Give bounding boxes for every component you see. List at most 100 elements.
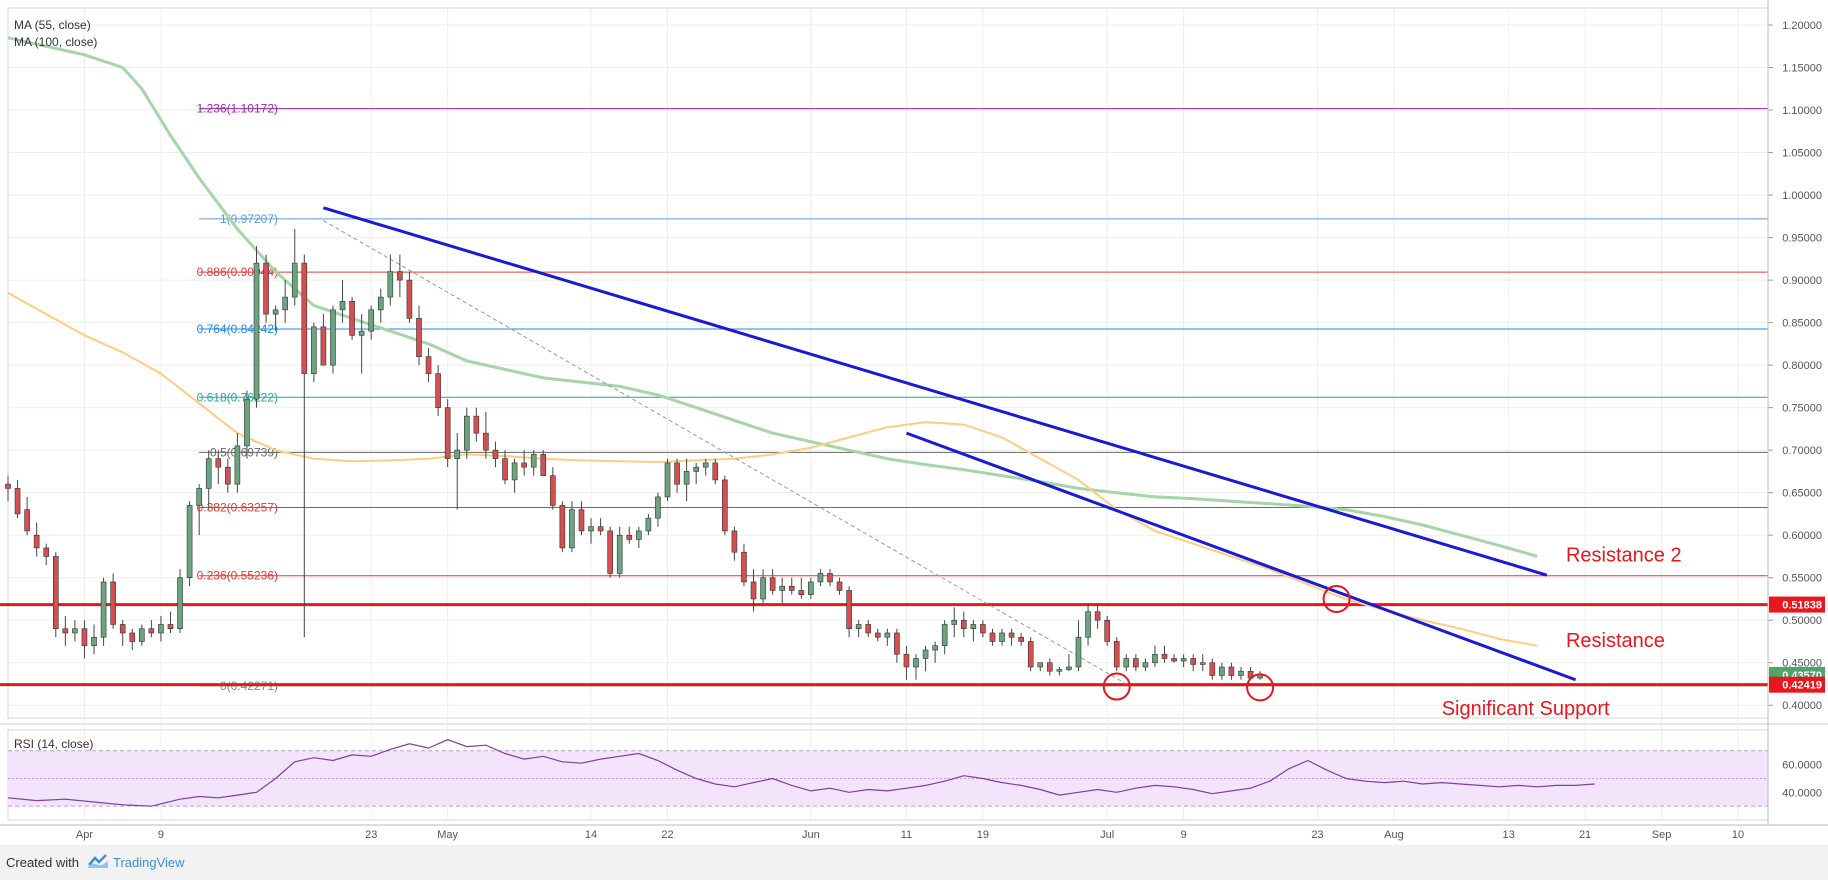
candle-body	[1209, 662, 1216, 676]
x-tick-label: May	[437, 829, 458, 841]
candle-body	[578, 509, 585, 532]
fib-level-label: 1.236(1.10172)	[197, 102, 278, 116]
annotation-label: Resistance 2	[1566, 545, 1682, 567]
annotation-label: Resistance	[1566, 630, 1665, 652]
candle-body	[1056, 669, 1063, 672]
y-tick-label: 1.15000	[1782, 63, 1822, 75]
candle-body	[5, 483, 11, 489]
annotation-label: Significant Support	[1442, 698, 1610, 720]
candle-body	[626, 534, 633, 540]
candle-body	[913, 658, 919, 668]
x-tick-label: Sep	[1652, 829, 1672, 841]
candle-body	[999, 632, 1005, 642]
candle-body	[1152, 653, 1158, 664]
candle-body	[636, 530, 642, 540]
candle-body	[1199, 662, 1206, 665]
x-tick-label: 23	[1311, 829, 1323, 841]
candle-body	[129, 632, 136, 642]
candle-body	[358, 330, 365, 336]
candle-body	[1085, 611, 1091, 638]
tradingview-brand-link[interactable]: TradingView	[113, 855, 185, 870]
candle-body	[387, 271, 394, 298]
candle-body	[712, 462, 719, 481]
candle-body	[808, 581, 814, 596]
candle-body	[970, 624, 977, 630]
candle-body	[454, 449, 461, 459]
candle-body	[473, 415, 480, 434]
candle-body	[72, 628, 78, 634]
candle-body	[951, 619, 958, 625]
y-tick-label: 0.65000	[1782, 488, 1822, 500]
candle-body	[1047, 662, 1053, 672]
candle-body	[1180, 658, 1187, 662]
tradingview-logo-icon[interactable]	[87, 853, 109, 869]
candle-body	[234, 445, 241, 485]
candle-body	[989, 632, 996, 642]
candle-body	[894, 632, 900, 655]
candle-body	[645, 517, 652, 532]
y-tick-label: 0.45000	[1782, 658, 1822, 670]
candle-body	[1094, 611, 1101, 621]
y-tick-label: 1.20000	[1782, 20, 1822, 32]
candle-body	[330, 309, 336, 366]
candle-body	[836, 581, 843, 591]
candle-body	[980, 624, 986, 634]
y-tick-label: 0.50000	[1782, 615, 1822, 627]
candle-body	[1219, 666, 1225, 676]
candle-body	[158, 624, 164, 634]
candle-body	[865, 624, 872, 634]
candle-body	[827, 573, 833, 583]
fib-level-label: 1(0.97207)	[220, 212, 278, 226]
candle-body	[1113, 641, 1120, 668]
candle-body	[196, 488, 202, 506]
y-tick-label: 0.75000	[1782, 403, 1822, 415]
ma-legend: MA (100, close)	[14, 35, 97, 49]
candle-body	[14, 488, 21, 515]
y-tick-label: 0.70000	[1782, 445, 1822, 457]
candle-body	[683, 471, 690, 485]
y-tick-label: 0.85000	[1782, 318, 1822, 330]
x-tick-label: 10	[1732, 829, 1744, 841]
candle-body	[263, 262, 269, 315]
candle-body	[760, 577, 766, 600]
candle-body	[731, 530, 738, 553]
fib-trend-dashed-line	[323, 220, 1127, 685]
candle-body	[349, 301, 355, 336]
candle-body	[1133, 658, 1139, 668]
x-tick-label: 9	[158, 829, 164, 841]
candle-body	[320, 326, 327, 366]
candle-body	[798, 590, 805, 596]
rsi-line	[7, 739, 1595, 807]
candle-body	[655, 496, 661, 519]
candle-body	[253, 262, 260, 400]
candle-body	[846, 590, 852, 630]
candle-body	[530, 454, 537, 468]
candle-body	[139, 628, 145, 642]
candle-body	[1008, 632, 1015, 638]
rsi-tick-label: 40.0000	[1782, 787, 1822, 799]
candle-body	[463, 415, 470, 451]
candle-body	[616, 534, 623, 574]
candle-body	[884, 632, 891, 638]
y-tick-label: 0.55000	[1782, 573, 1822, 585]
candle-body	[569, 509, 575, 549]
candle-body	[1238, 670, 1244, 676]
candle-body	[702, 462, 709, 468]
candle-body	[1075, 636, 1082, 668]
candle-body	[511, 462, 518, 481]
highlight-circle	[1246, 673, 1275, 702]
footer: Created with TradingView	[0, 845, 1828, 880]
candle-body	[1161, 653, 1168, 659]
candle-body	[540, 454, 547, 476]
candle-body	[750, 581, 757, 600]
x-tick-label: 14	[585, 829, 597, 841]
fib-level-label: 0.5(0.69739)	[210, 445, 278, 459]
candle-body	[492, 449, 499, 459]
y-tick-label: 1.10000	[1782, 105, 1822, 117]
y-tick-label: 0.95000	[1782, 233, 1822, 245]
candle-body	[1066, 666, 1072, 670]
price-tag-box	[1769, 596, 1825, 613]
candle-body	[24, 509, 30, 532]
candle-body	[100, 581, 107, 638]
candle-body	[674, 462, 680, 485]
